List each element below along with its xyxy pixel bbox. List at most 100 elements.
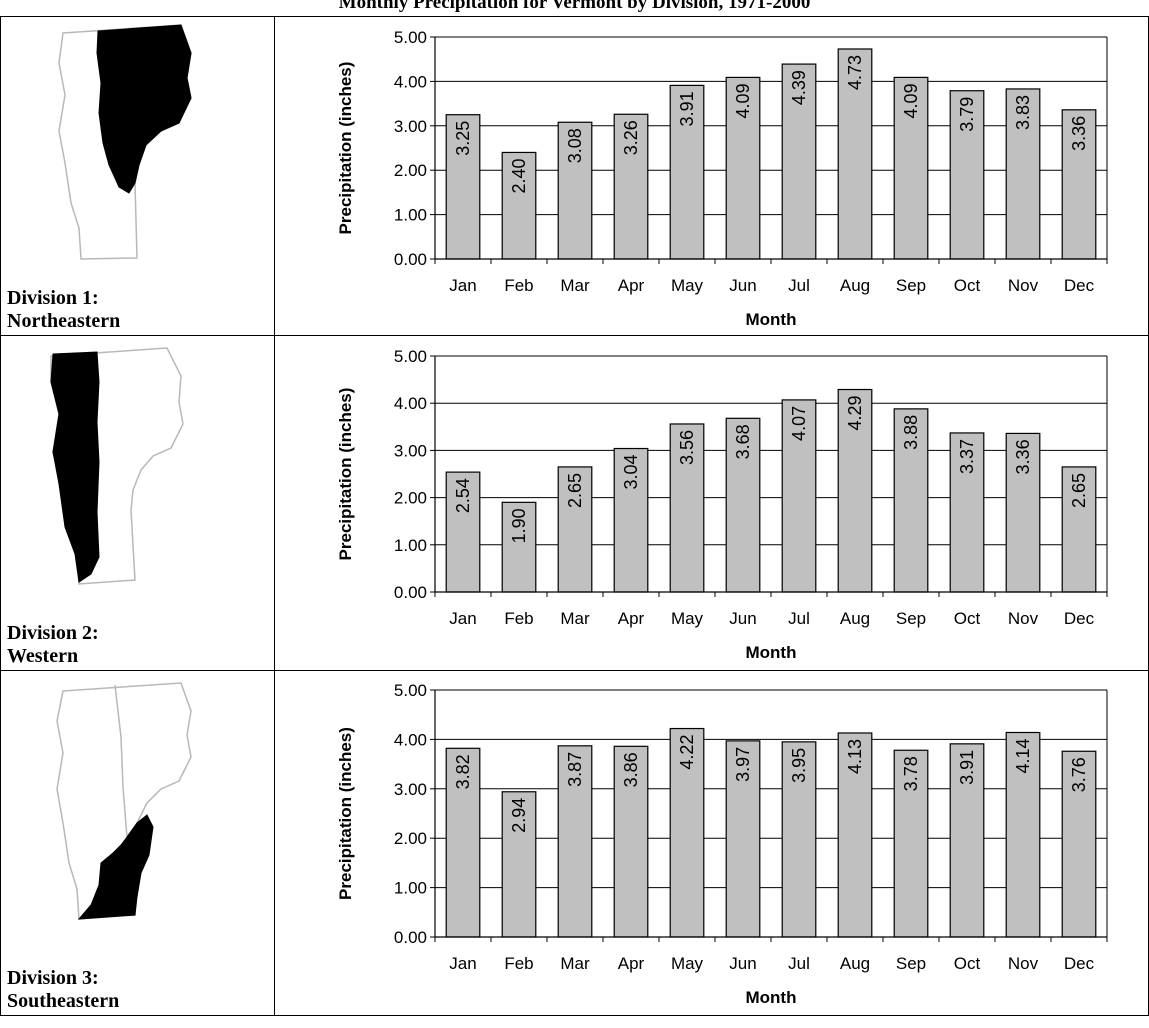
bar-jul <box>781 399 817 593</box>
y-tick-label: 4.00 <box>394 72 427 91</box>
bar-dec <box>1061 109 1097 260</box>
chart-cell: 0.00 1.00 2.00 3.00 4.00 5.00 3.82 2.94 3.87 3.86… <box>274 670 1149 1016</box>
bar-apr <box>613 745 649 938</box>
data-label: 3.08 <box>565 128 585 163</box>
data-label: 2.40 <box>509 158 529 193</box>
data-label: 3.87 <box>565 752 585 787</box>
y-tick-label: 3.00 <box>394 117 427 136</box>
x-tick-label: Sep <box>896 276 926 295</box>
division-label: Division 1: Northeastern <box>7 287 121 332</box>
bar-nov <box>1005 88 1041 260</box>
x-tick-label: Dec <box>1064 954 1095 973</box>
data-label: 4.29 <box>845 396 865 431</box>
division-row: Division 2: Western 0.00 1.00 2.00 3.00 4.00… <box>0 335 1149 671</box>
x-tick-label: May <box>671 609 704 628</box>
x-tick-label: Feb <box>504 609 533 628</box>
y-tick-label: 1.00 <box>394 879 427 898</box>
bar-jul <box>781 741 817 938</box>
bar-dec <box>1061 750 1097 938</box>
y-tick-label: 2.00 <box>394 489 427 508</box>
bar-feb <box>501 791 537 938</box>
data-label: 2.65 <box>1069 473 1089 508</box>
y-tick-label: 0.00 <box>394 250 427 269</box>
vermont-northeastern-division-map <box>58 24 192 260</box>
division-label: Division 2: Western <box>7 622 99 667</box>
x-tick-label: Mar <box>560 609 590 628</box>
data-label: 3.82 <box>453 754 473 789</box>
data-label: 4.07 <box>789 406 809 441</box>
bar-sep <box>893 408 929 593</box>
bar-oct <box>949 90 985 260</box>
bar-mar <box>557 745 593 938</box>
data-label: 3.04 <box>621 455 641 490</box>
data-label: 1.90 <box>509 508 529 543</box>
x-tick-label: Jan <box>449 954 476 973</box>
page-title: Monthly Precipitation for Vermont by Div… <box>338 0 811 13</box>
x-tick-label: Mar <box>560 276 590 295</box>
bar-aug <box>837 388 873 593</box>
y-tick-label: 1.00 <box>394 206 427 225</box>
data-label: 2.65 <box>565 473 585 508</box>
data-label: 3.76 <box>1069 757 1089 792</box>
data-label: 3.88 <box>901 415 921 450</box>
y-tick-label: 3.00 <box>394 441 427 460</box>
x-tick-label: Apr <box>618 609 645 628</box>
data-label: 3.37 <box>957 439 977 474</box>
x-tick-label: Jan <box>449 609 476 628</box>
x-tick-label: Jun <box>729 276 756 295</box>
division-cell: Division 2: Western <box>0 335 275 671</box>
y-axis-title: Precipitation (inches) <box>336 727 355 900</box>
chart-cell: 0.00 1.00 2.00 3.00 4.00 5.00 3.25 2.40 3.08 3.26… <box>274 16 1149 336</box>
data-label: 3.97 <box>733 747 753 782</box>
data-label: 3.83 <box>1013 95 1033 130</box>
data-label: 4.09 <box>733 83 753 118</box>
data-label: 2.54 <box>453 478 473 513</box>
bar-feb <box>501 151 537 260</box>
data-label: 4.73 <box>845 55 865 90</box>
x-tick-label: Aug <box>840 954 870 973</box>
y-tick-label: 0.00 <box>394 928 427 947</box>
precipitation-chart-division-2: 0.00 1.00 2.00 3.00 4.00 5.00 2.54 1.90 2.65 3.04… <box>336 347 1108 662</box>
y-tick-label: 2.00 <box>394 829 427 848</box>
bar-sep <box>893 749 929 938</box>
data-label: 3.68 <box>733 424 753 459</box>
x-tick-label: Oct <box>954 276 981 295</box>
x-tick-label: Dec <box>1064 609 1095 628</box>
x-tick-label: Oct <box>954 954 981 973</box>
x-tick-label: Sep <box>896 954 926 973</box>
data-label: 3.36 <box>1069 116 1089 151</box>
data-label: 3.86 <box>621 752 641 787</box>
precipitation-chart-division-3: 0.00 1.00 2.00 3.00 4.00 5.00 3.82 2.94 3.87 3.86… <box>336 681 1108 1007</box>
y-tick-label: 5.00 <box>394 28 427 47</box>
division-cell: Division 3: Southeastern <box>0 670 275 1016</box>
division-cell: Division 1: Northeastern <box>0 16 275 336</box>
bar-jan <box>445 114 481 260</box>
bar-sep <box>893 76 929 260</box>
data-label: 3.95 <box>789 748 809 783</box>
y-tick-label: 3.00 <box>394 780 427 799</box>
x-tick-label: Apr <box>618 954 645 973</box>
x-tick-label: Nov <box>1008 954 1039 973</box>
y-tick-label: 5.00 <box>394 347 427 366</box>
y-tick-label: 4.00 <box>394 730 427 749</box>
bar-dec <box>1061 466 1097 593</box>
x-tick-label: Oct <box>954 609 981 628</box>
data-label: 3.79 <box>957 97 977 132</box>
division-row: Division 3: Southeastern 0.00 1.00 2.00 3.0… <box>0 670 1149 1016</box>
data-label: 3.91 <box>957 750 977 785</box>
y-axis-title: Precipitation (inches) <box>336 62 355 235</box>
x-tick-label: May <box>671 276 704 295</box>
x-tick-label: Jun <box>729 954 756 973</box>
data-label: 4.13 <box>845 739 865 774</box>
x-tick-label: Sep <box>896 609 926 628</box>
data-label: 2.94 <box>509 798 529 833</box>
data-label: 3.56 <box>677 430 697 465</box>
x-tick-label: Jun <box>729 609 756 628</box>
bar-apr <box>613 113 649 260</box>
x-tick-label: Jul <box>788 276 810 295</box>
x-tick-label: Feb <box>504 954 533 973</box>
x-tick-label: Dec <box>1064 276 1095 295</box>
y-tick-label: 1.00 <box>394 536 427 555</box>
y-tick-label: 2.00 <box>394 161 427 180</box>
x-tick-label: Nov <box>1008 609 1039 628</box>
